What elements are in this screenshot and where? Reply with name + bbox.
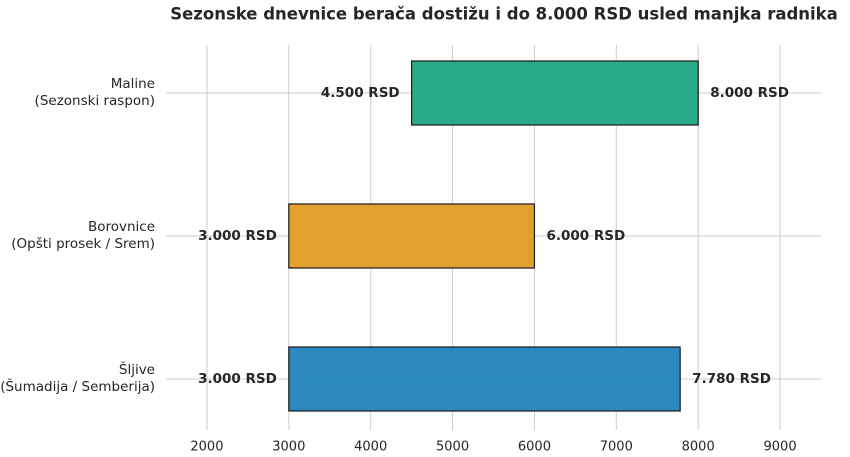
- value-label: 3.000 RSD: [198, 228, 277, 244]
- y-tick-label: Maline (Sezonski raspon): [34, 76, 155, 109]
- x-tick-label: 6000: [518, 440, 551, 455]
- x-tick-label: 3000: [272, 440, 305, 455]
- chart-title: Sezonske dnevnice berača dostižu i do 8.…: [170, 5, 838, 24]
- y-tick-label: Šljive (Šumadija / Semberija): [0, 362, 155, 395]
- range-bar: [288, 346, 681, 412]
- value-label: 6.000 RSD: [546, 228, 625, 244]
- x-tick-label: 2000: [190, 440, 223, 455]
- x-tick-label: 9000: [764, 440, 797, 455]
- x-tick-label: 4000: [354, 440, 387, 455]
- value-label: 3.000 RSD: [198, 371, 277, 387]
- range-bar: [411, 60, 699, 126]
- x-tick-label: 7000: [600, 440, 633, 455]
- value-label: 8.000 RSD: [710, 85, 789, 101]
- x-tick-label: 5000: [436, 440, 469, 455]
- y-tick-label: Borovnice (Opšti prosek / Srem): [11, 219, 155, 252]
- x-tick-label: 8000: [682, 440, 715, 455]
- value-label: 7.780 RSD: [692, 371, 771, 387]
- value-label: 4.500 RSD: [321, 85, 400, 101]
- range-bar: [288, 203, 536, 269]
